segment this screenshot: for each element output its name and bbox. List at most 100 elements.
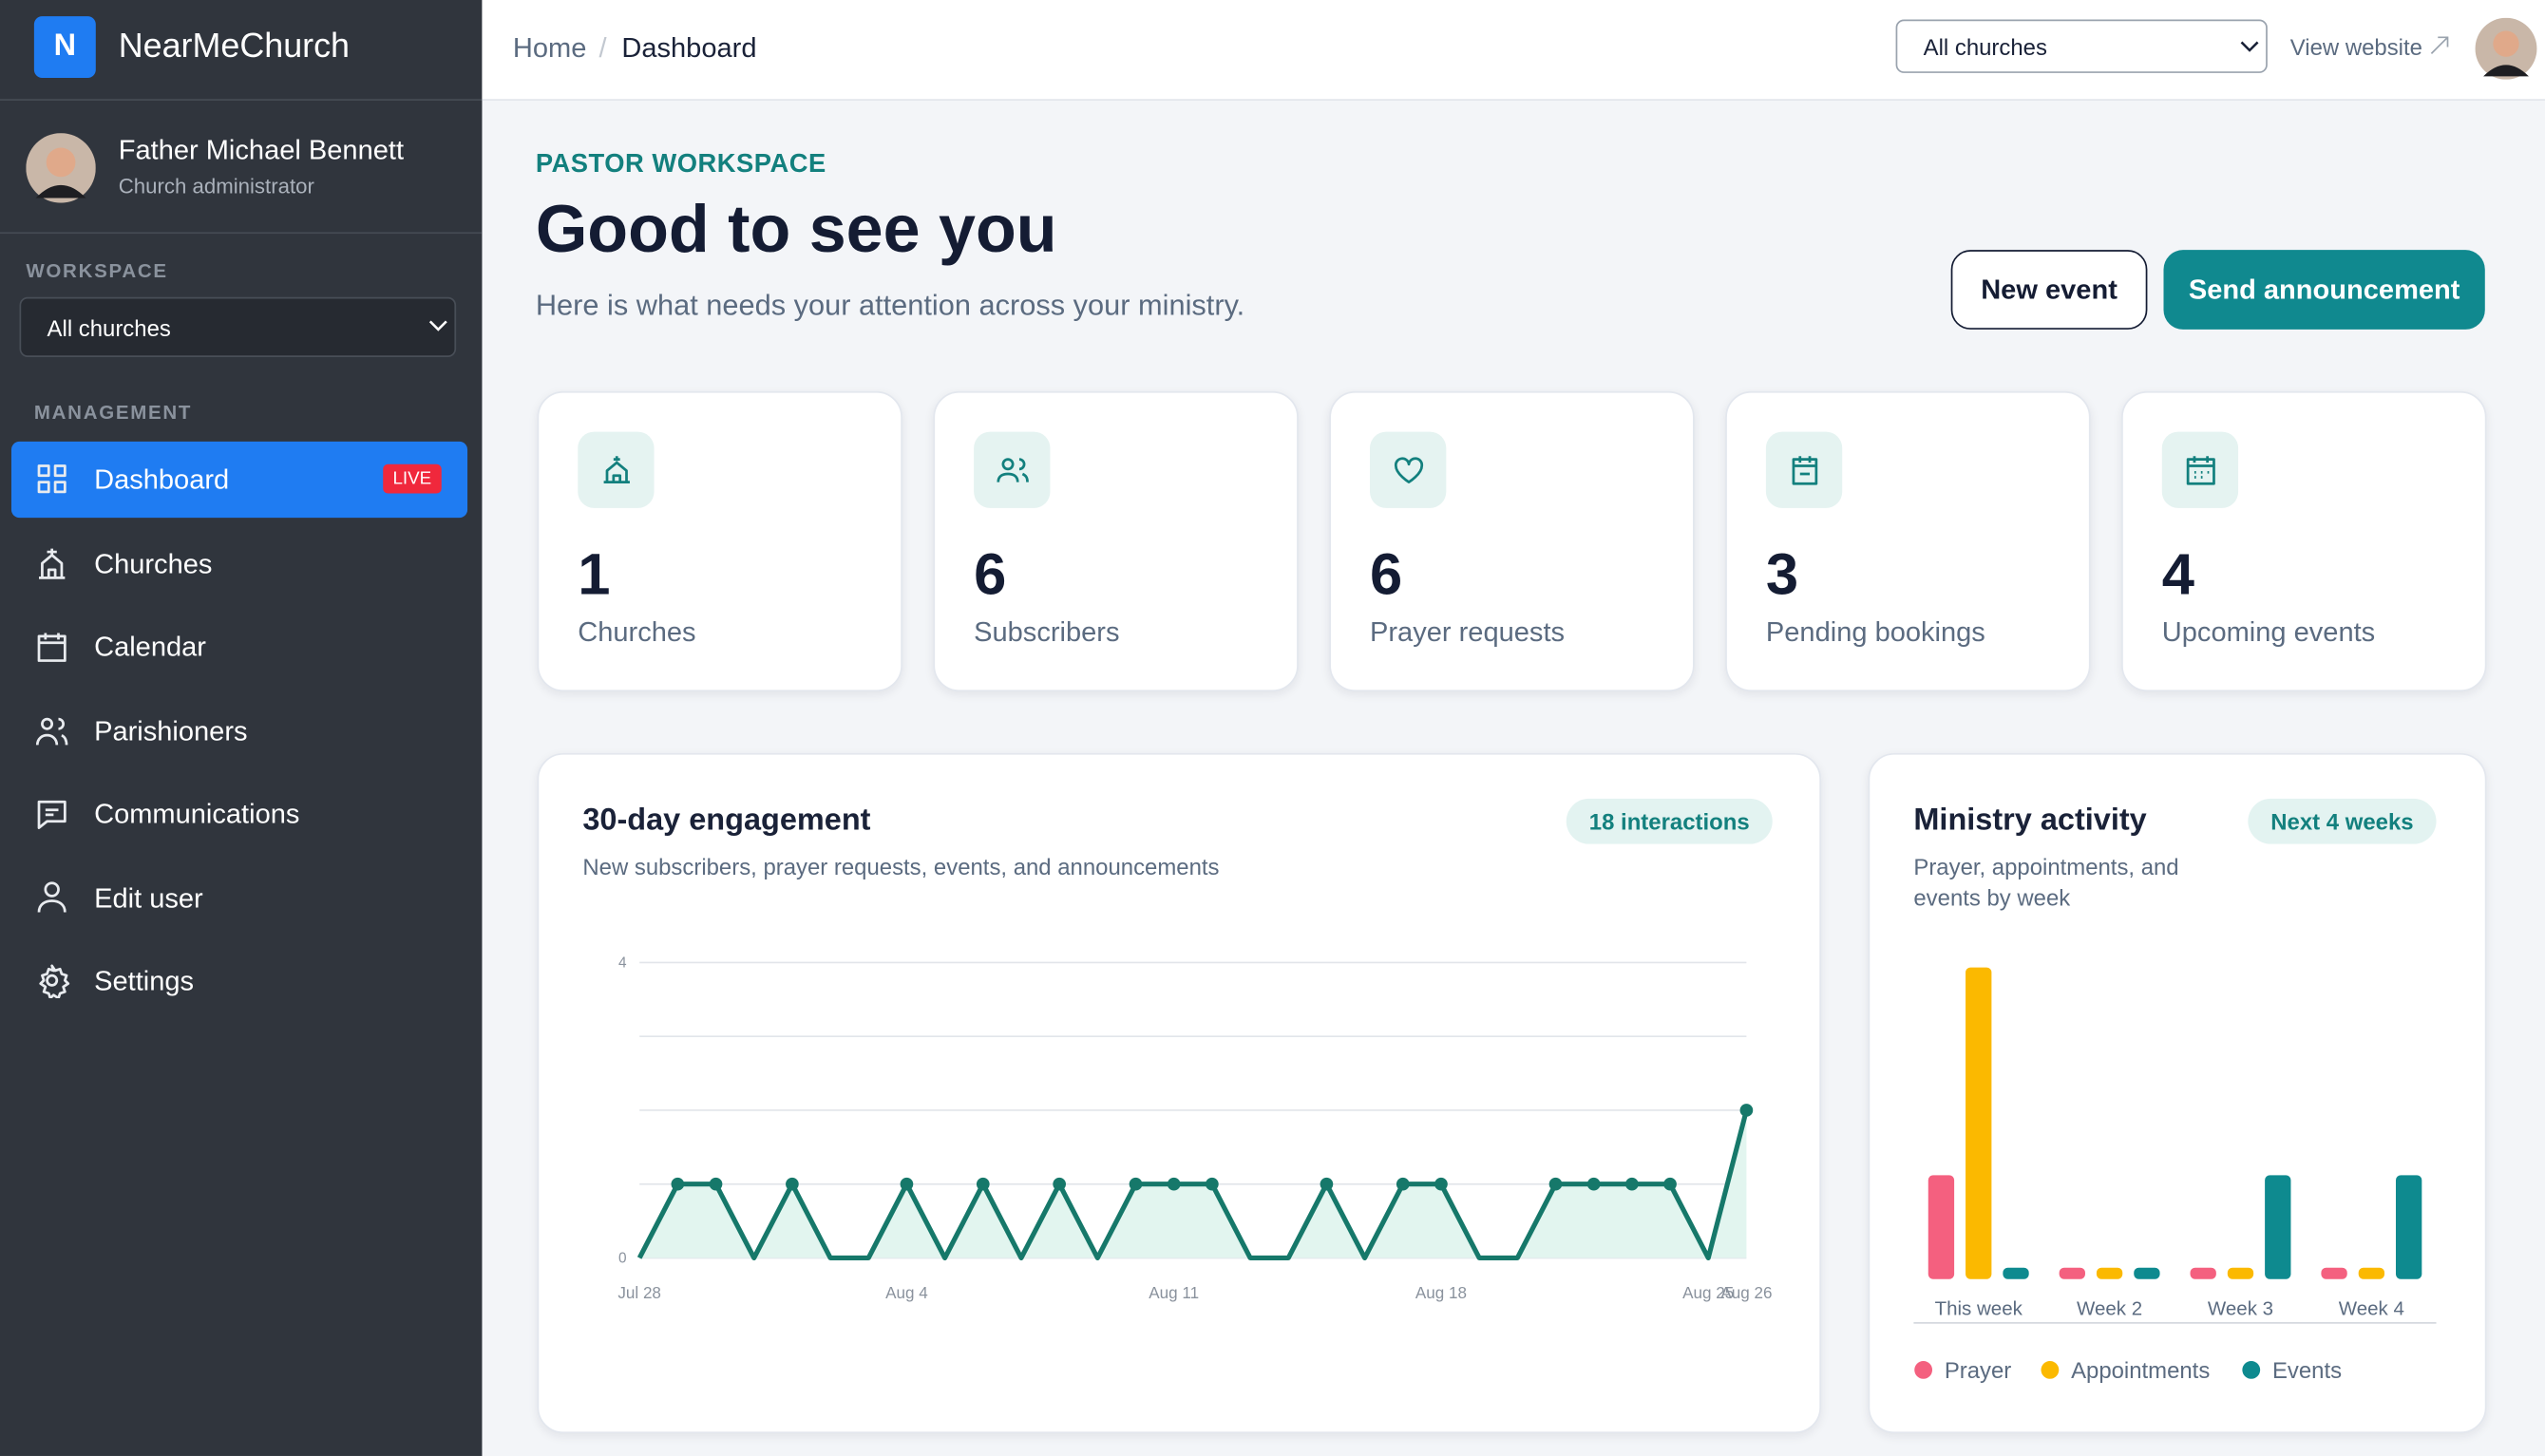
nav-label: Communications: [94, 798, 300, 830]
workspace-select[interactable]: All churches: [19, 296, 457, 357]
point: [1663, 1177, 1677, 1191]
x-tick-label: Aug 4: [885, 1284, 928, 1302]
nav-item[interactable]: Parishioners: [11, 692, 467, 768]
stat-icon: [1370, 431, 1447, 508]
breadcrumb[interactable]: Home: [512, 32, 587, 64]
avatar[interactable]: [2475, 17, 2537, 80]
bar: [1928, 1175, 1955, 1279]
nav-label: Calendar: [94, 631, 206, 663]
announce-button[interactable]: Send announcement: [2163, 250, 2485, 330]
stat-value: 4: [2161, 540, 2195, 608]
x-tick-label: Week 3: [2208, 1297, 2273, 1319]
topbar: Home / Dashboard All churches View websi…: [482, 0, 2545, 101]
badge: 18 interactions: [1566, 798, 1773, 844]
point: [671, 1177, 685, 1191]
point: [1167, 1177, 1181, 1191]
legend-label: Events: [2272, 1358, 2342, 1384]
point: [1129, 1177, 1143, 1191]
badge: Next 4 weeks: [2248, 798, 2437, 844]
breadcrumb: Dashboard: [621, 32, 757, 64]
stat-card: 6 Subscribers: [933, 390, 1299, 692]
brand-name: NearMeChurch: [118, 28, 351, 66]
stat-value: 6: [974, 540, 1007, 608]
y-tick-label: 0: [618, 1251, 627, 1267]
nav-icon: [37, 880, 66, 912]
bar: [2003, 1267, 2029, 1279]
nav-icon: [37, 464, 66, 494]
card-subtitle: Prayer, appointments, and: [1913, 853, 2179, 880]
logo: N: [33, 16, 96, 79]
nav-label: Dashboard: [94, 463, 230, 496]
stat-icon: [578, 431, 655, 508]
card-subtitle: events by week: [1913, 884, 2071, 911]
legend-label: Appointments: [2071, 1358, 2210, 1384]
nav-item[interactable]: Edit user: [11, 860, 467, 936]
stat-label: Churches: [578, 616, 696, 648]
nav-item[interactable]: Communications: [11, 776, 467, 852]
stat-value: 6: [1370, 540, 1403, 608]
nav-item[interactable]: Dashboard LIVE: [10, 441, 468, 519]
select-text: All churches: [1923, 33, 2047, 60]
new-event-button[interactable]: New event: [1950, 250, 2148, 330]
eyebrow: PASTOR WORKSPACE: [535, 150, 826, 179]
user-role: Church administrator: [118, 173, 314, 199]
point: [976, 1177, 990, 1191]
nav-icon: [35, 716, 68, 745]
nav-icon: [37, 800, 66, 829]
stat-card: 3 Pending bookings: [1725, 390, 2091, 692]
point: [900, 1177, 914, 1191]
y-tick-label: 4: [618, 955, 627, 972]
point: [1434, 1177, 1448, 1191]
card-subtitle: New subscribers, prayer requests, events…: [582, 853, 1220, 880]
point: [786, 1177, 799, 1191]
stat-value: 1: [578, 540, 611, 608]
x-tick-label: This week: [1935, 1297, 2023, 1319]
point: [1206, 1177, 1219, 1191]
icon: [2186, 456, 2215, 485]
bar: [2096, 1267, 2123, 1279]
point: [1396, 1177, 1410, 1191]
bar: [2190, 1267, 2216, 1279]
bar: [2395, 1175, 2422, 1279]
church-select[interactable]: All churches: [1895, 19, 2268, 73]
x-tick-label: Week 4: [2339, 1297, 2404, 1319]
nav-icon: [39, 964, 70, 999]
bar: [2265, 1175, 2291, 1279]
x-tick-label: Aug 25: [1682, 1284, 1734, 1302]
stat-icon: [974, 431, 1051, 508]
engagement-card: [537, 752, 1821, 1434]
stat-card: 4 Upcoming events: [2121, 390, 2487, 692]
point: [709, 1177, 723, 1191]
point: [1586, 1177, 1601, 1191]
legend-swatch: [2242, 1360, 2261, 1379]
nav-item[interactable]: Churches: [11, 525, 467, 601]
sidebar: N NearMeChurch Father Michael Bennett Ch…: [0, 0, 483, 1456]
stat-label: Subscribers: [974, 616, 1120, 648]
x-tick-label: Aug 11: [1149, 1284, 1199, 1302]
point: [1320, 1177, 1334, 1191]
legend-swatch: [1914, 1360, 1933, 1379]
bar: [2134, 1267, 2160, 1279]
avatar: [26, 133, 96, 203]
x-tick-label: Aug 26: [1720, 1284, 1772, 1302]
x-tick-label: Week 2: [2077, 1297, 2142, 1319]
select-text: All churches: [47, 313, 171, 341]
bar: [2059, 1267, 2085, 1279]
nav-item[interactable]: Calendar: [11, 609, 467, 685]
section-label: MANAGEMENT: [33, 401, 193, 425]
nav-item[interactable]: Settings: [11, 943, 467, 1019]
live-badge: LIVE: [383, 463, 442, 494]
page-subtitle: Here is what needs your attention across…: [535, 289, 1245, 322]
view-website[interactable]: View website: [2289, 33, 2422, 61]
stat-label: Prayer requests: [1370, 616, 1566, 648]
user-name: Father Michael Bennett: [118, 134, 405, 166]
nav-label: Churches: [94, 547, 213, 579]
page-title: Good to see you: [535, 191, 1057, 267]
point: [1548, 1177, 1563, 1191]
nav-icon: [39, 547, 66, 578]
legend-label: Prayer: [1945, 1358, 2011, 1384]
icon: [997, 458, 1029, 482]
